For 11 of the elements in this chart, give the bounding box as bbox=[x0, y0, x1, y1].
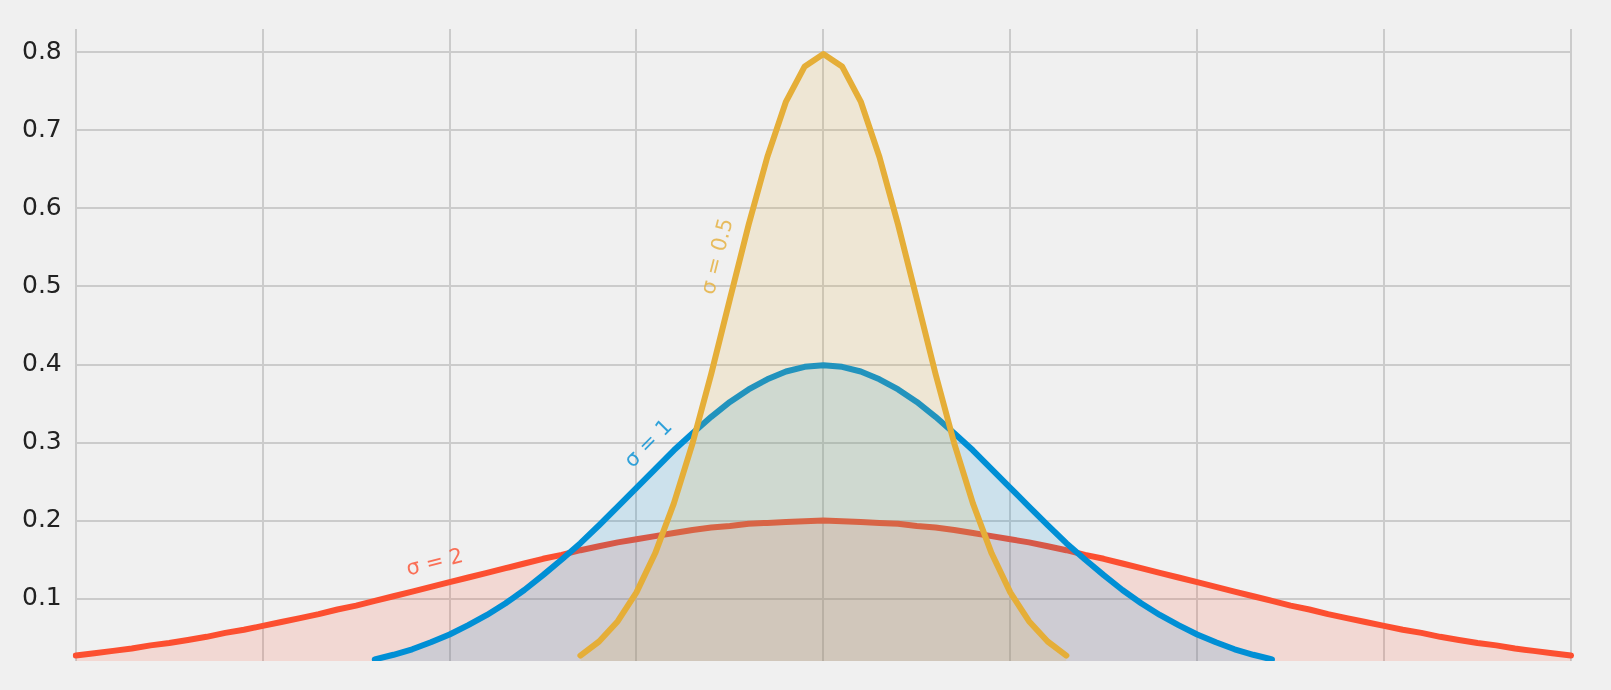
y-tick-label: 0.7 bbox=[21, 113, 62, 143]
y-tick-label: 0.8 bbox=[21, 35, 62, 65]
y-tick-label: 0.3 bbox=[21, 426, 62, 456]
y-tick-label: 0.5 bbox=[21, 269, 62, 299]
y-tick-label: 0.1 bbox=[21, 582, 62, 612]
y-tick-label: 0.6 bbox=[21, 191, 62, 221]
y-tick-label: 0.4 bbox=[21, 348, 62, 378]
y-tick-label: 0.2 bbox=[21, 504, 62, 534]
text: σ = 2 bbox=[403, 543, 466, 581]
text: σ = 1 bbox=[619, 414, 677, 472]
text: σ = 0.5 bbox=[695, 215, 738, 297]
